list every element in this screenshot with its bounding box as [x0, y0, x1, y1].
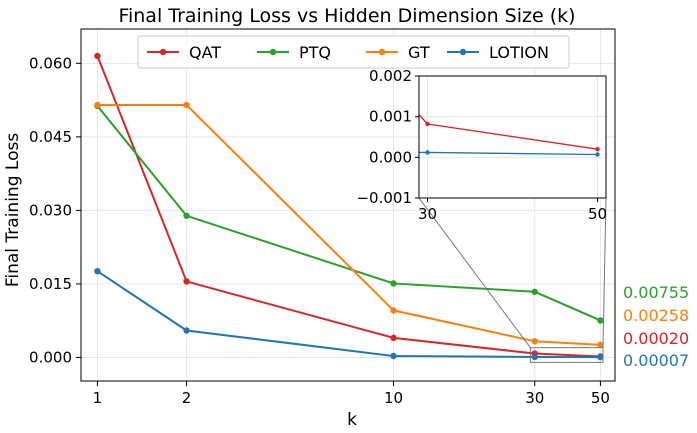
inset-data-point-qat: [425, 121, 430, 127]
data-point-lotion: [183, 327, 190, 334]
inset-data-point-qat: [595, 147, 600, 152]
x-tick-label: 50: [591, 389, 610, 407]
plot-frame: [80, 28, 616, 382]
data-point-gt: [94, 101, 101, 109]
end-value-label: 0.00755: [623, 283, 689, 302]
end-value-label: 0.00258: [623, 306, 689, 325]
legend: QAT PTQ GT LOTION: [137, 35, 570, 69]
data-point-gt: [597, 341, 604, 349]
data-point-gt: [183, 101, 190, 109]
zoom-indicator: [418, 197, 607, 363]
y-tick-label: 0.030: [29, 201, 72, 219]
legend-box: [137, 35, 570, 69]
inset-data-point-lotion: [425, 150, 430, 155]
x-axis-label: k: [347, 410, 357, 430]
end-value-label: 0.00020: [623, 329, 689, 348]
legend-label-qat: QAT: [189, 43, 221, 62]
data-point-gt: [531, 338, 538, 345]
data-point-ptq: [183, 212, 190, 219]
y-axis-label: Final Training Loss: [3, 133, 23, 287]
inset-y-tick-label: 0.002: [369, 67, 412, 85]
data-point-ptq: [531, 288, 538, 295]
x-axis: 1 2 10 30 50: [93, 381, 610, 407]
x-tick-label: 30: [525, 389, 544, 407]
zoom-connector: [602, 197, 607, 348]
data-point-ptq: [597, 317, 604, 324]
legend-swatch-marker-ptq: [269, 48, 277, 56]
legend-swatch-marker-gt: [378, 48, 386, 56]
inset-y-tick-label: −0.001: [356, 189, 412, 207]
y-tick-label: 0.060: [29, 54, 72, 72]
zoom-box: [529, 347, 604, 363]
inset-chart: −0.001 0.000 0.001 0.002 30 50: [356, 67, 607, 223]
y-tick-label: 0.000: [29, 348, 72, 366]
inset-y-tick-label: 0.000: [369, 148, 412, 166]
zoom-connector: [418, 197, 531, 348]
data-point-gt: [390, 307, 397, 314]
data-point-lotion: [390, 352, 397, 360]
end-value-label: 0.00007: [623, 351, 689, 370]
data-point-qat: [390, 334, 397, 342]
plot-area: [94, 52, 604, 361]
inset-x-tick-label: 50: [588, 205, 607, 223]
x-tick-label: 1: [93, 389, 103, 407]
legend-label-lotion: LOTION: [489, 43, 549, 62]
legend-label-ptq: PTQ: [299, 43, 331, 62]
data-point-qat: [94, 52, 101, 60]
x-tick-label: 10: [384, 389, 403, 407]
legend-swatch-marker-qat: [159, 48, 167, 56]
legend-swatch-marker-lotion: [459, 48, 467, 56]
inset-y-tick-label: 0.001: [369, 108, 412, 126]
y-tick-label: 0.045: [29, 128, 72, 146]
data-point-qat: [183, 278, 190, 285]
data-point-lotion: [531, 353, 538, 361]
data-point-lotion: [94, 267, 101, 275]
inset-data-point-lotion: [595, 152, 600, 157]
data-point-ptq: [390, 280, 397, 287]
y-tick-label: 0.015: [29, 275, 72, 293]
inset-frame: [418, 75, 607, 199]
end-value-labels: 0.00755 0.00258 0.00020 0.00007: [623, 283, 689, 370]
legend-label-gt: GT: [408, 43, 430, 62]
x-tick-label: 2: [182, 389, 192, 407]
data-point-lotion: [597, 353, 604, 361]
chart-title: Final Training Loss vs Hidden Dimension …: [118, 5, 575, 27]
inset-x-tick-label: 30: [418, 205, 437, 223]
y-axis: 0.000 0.015 0.030 0.045 0.060: [29, 54, 81, 366]
